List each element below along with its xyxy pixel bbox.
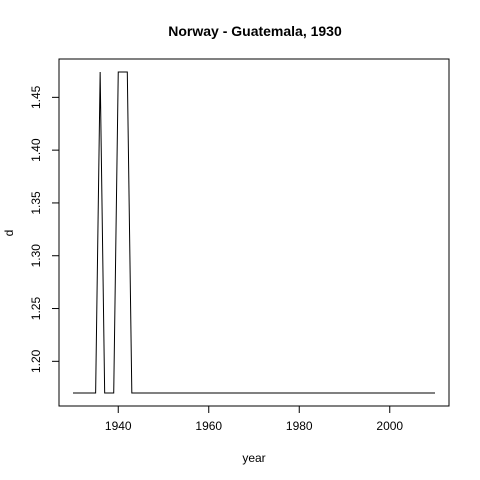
x-axis-label: year [242,451,265,465]
y-tick-label: 1.30 [29,244,43,268]
series-line [73,71,435,394]
chart-title: Norway - Guatemala, 1930 [168,23,342,39]
y-tick-label: 1.40 [29,138,43,162]
y-tick-label: 1.25 [29,297,43,321]
y-tick-label: 1.45 [29,85,43,109]
x-tick-label: 1940 [105,419,132,433]
series-layer [73,71,435,394]
y-axis: 1.20 1.25 1.30 1.35 1.40 1.45 [29,85,60,373]
y-tick-label: 1.20 [29,349,43,373]
x-tick-label: 1980 [286,419,313,433]
y-axis-label: d [2,230,16,237]
x-tick-label: 2000 [376,419,403,433]
y-tick-label: 1.35 [29,191,43,215]
x-tick-label: 1960 [195,419,222,433]
x-axis: 1940 1960 1980 2000 [105,405,403,433]
